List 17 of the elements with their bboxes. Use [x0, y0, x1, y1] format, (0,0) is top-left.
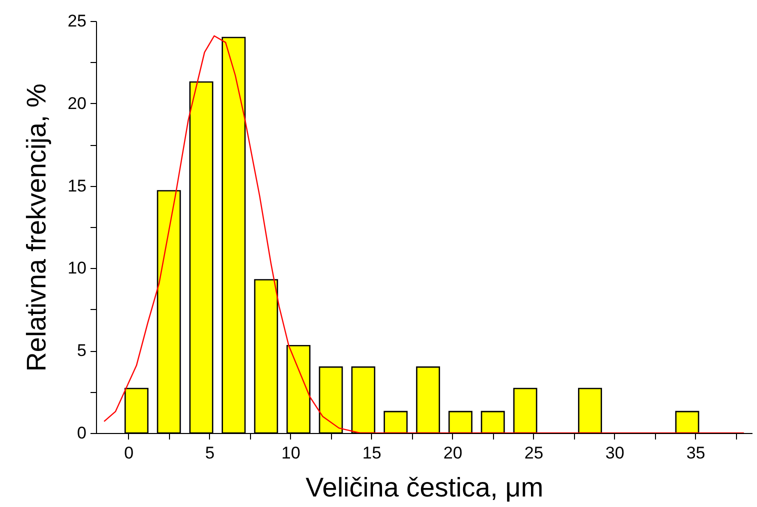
x-tick-label: 30	[605, 444, 624, 462]
x-tick-label: 10	[281, 444, 300, 462]
y-tick-label: 5	[77, 341, 86, 360]
x-axis-title: Veličina čestica, μm	[306, 472, 544, 502]
x-tick-label: 5	[205, 444, 215, 462]
y-tick-label: 15	[68, 176, 86, 196]
x-tick-label: 25	[524, 444, 544, 462]
x-tick-label: 0	[124, 444, 134, 462]
y-tick-label: 25	[68, 12, 86, 30]
y-tick-label: 20	[68, 94, 86, 113]
x-tick-label: 35	[686, 444, 706, 462]
x-tick-label: 20	[443, 444, 462, 462]
y-tick-label: 0	[77, 424, 86, 442]
line-series	[104, 35, 744, 433]
x-tick-label: 15	[362, 444, 382, 462]
y-tick-label: 10	[68, 258, 86, 278]
y-axis-title: Relativna frekvencija, %	[22, 83, 52, 372]
